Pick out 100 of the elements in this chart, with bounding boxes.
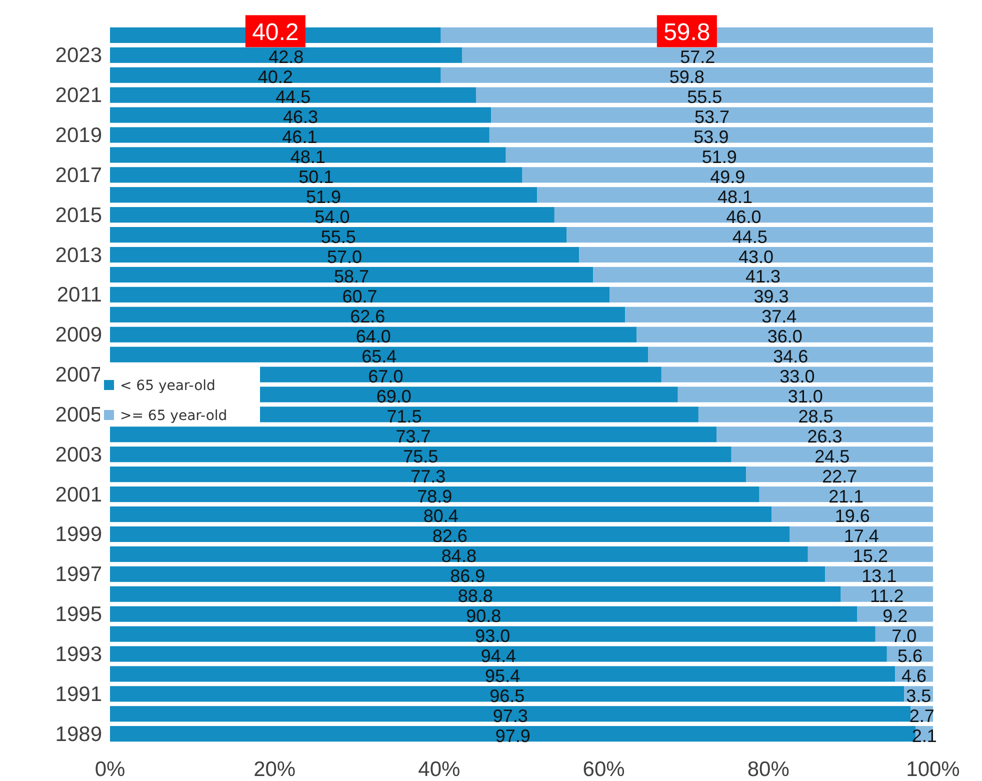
y-tick-label: 2021 — [55, 84, 102, 108]
bar — [110, 486, 760, 502]
legend-label: < 65 year-old — [120, 378, 216, 394]
data-label: 3.5 — [906, 686, 932, 706]
data-label: 96.5 — [490, 686, 525, 706]
y-tick-label: 2015 — [55, 204, 102, 227]
x-tick-label: 0% — [94, 758, 126, 781]
bar — [110, 426, 717, 442]
bar — [110, 626, 876, 642]
data-label: 33.0 — [780, 366, 815, 387]
bar — [110, 266, 594, 282]
data-label: 97.9 — [495, 726, 530, 746]
data-label: 44.5 — [732, 226, 768, 247]
bar — [110, 87, 476, 103]
bar — [875, 626, 933, 642]
legend-label: >= 65 year-old — [120, 408, 228, 424]
data-label: 39.3 — [754, 286, 789, 307]
bar — [476, 87, 933, 103]
data-label: 53.7 — [694, 107, 730, 128]
bar — [110, 526, 790, 542]
bar — [491, 107, 933, 123]
data-label: 94.4 — [480, 646, 516, 666]
data-label: 57.0 — [327, 246, 362, 267]
bar — [506, 147, 933, 163]
data-label: 9.2 — [882, 606, 908, 626]
data-label: 57.2 — [680, 47, 716, 68]
y-tick-label: 2007 — [55, 364, 102, 387]
bar — [698, 406, 933, 422]
data-label: 48.1 — [718, 186, 753, 207]
bar — [554, 207, 933, 223]
y-tick-label: 1989 — [55, 722, 102, 746]
data-label: 69.0 — [376, 386, 412, 406]
data-label: 36.0 — [767, 326, 802, 347]
data-label: 48.1 — [290, 146, 326, 167]
data-label: 46.1 — [282, 126, 318, 147]
data-label: 13.1 — [862, 566, 897, 586]
data-label: 51.9 — [702, 146, 737, 167]
bar — [790, 526, 933, 542]
bar — [678, 386, 933, 402]
bar — [110, 67, 441, 83]
data-label: 7.0 — [892, 626, 917, 646]
data-label: 34.6 — [773, 346, 808, 367]
y-tick-label: 2011 — [56, 284, 102, 307]
data-label: 55.5 — [687, 87, 722, 108]
y-tick-label: 1997 — [55, 563, 102, 586]
bar — [110, 207, 554, 223]
bar — [661, 366, 933, 382]
data-label: 64.0 — [356, 326, 391, 347]
bar — [110, 167, 522, 183]
data-label: 60.7 — [342, 286, 378, 307]
bar — [537, 187, 933, 203]
data-label: 77.3 — [410, 466, 446, 486]
data-label: 54.0 — [314, 206, 350, 227]
x-tick-label: 100% — [906, 758, 960, 781]
data-label: 51.9 — [306, 186, 342, 207]
bar — [808, 546, 933, 562]
bar — [636, 326, 933, 342]
data-label: 80.4 — [423, 506, 458, 526]
bar — [110, 586, 841, 602]
bar — [462, 47, 933, 63]
bar — [110, 147, 506, 163]
bar — [522, 167, 933, 183]
bar — [110, 127, 490, 143]
bar — [716, 426, 933, 442]
y-tick-label: 1995 — [55, 603, 102, 626]
x-tick-label: 80% — [747, 758, 790, 781]
bar — [825, 566, 933, 582]
data-label: 42.8 — [268, 47, 304, 68]
data-label: 46.0 — [726, 206, 762, 227]
y-tick-label: 2013 — [55, 244, 102, 267]
bar — [110, 346, 648, 362]
y-tick-label: 2009 — [55, 324, 102, 347]
data-label: 55.5 — [320, 226, 356, 247]
bar — [110, 187, 538, 203]
x-tick-label: 60% — [582, 758, 625, 781]
bar — [110, 306, 626, 322]
y-tick-label: 2019 — [55, 124, 102, 147]
bar — [110, 606, 858, 622]
bar — [840, 586, 933, 602]
y-tick-label: 2023 — [55, 44, 102, 68]
data-label: 82.6 — [432, 526, 468, 546]
bar — [440, 67, 933, 83]
data-label: 53.9 — [694, 126, 729, 147]
data-label: 88.8 — [458, 586, 493, 606]
y-tick-label: 1999 — [55, 523, 102, 546]
bar — [746, 466, 933, 482]
bar — [110, 446, 732, 462]
data-label: 40.2 — [258, 67, 293, 88]
data-label: 71.5 — [386, 406, 422, 426]
data-label: 21.1 — [828, 486, 864, 506]
data-label: 50.1 — [298, 166, 334, 187]
data-label: 17.4 — [844, 526, 879, 546]
data-label: 59.8 — [664, 19, 710, 46]
data-label: 43.0 — [738, 246, 774, 267]
data-label: 73.7 — [396, 426, 431, 446]
bar — [110, 47, 462, 63]
bar — [593, 266, 933, 282]
data-label: 75.5 — [403, 446, 438, 466]
bar — [489, 127, 933, 143]
data-label: 93.0 — [475, 626, 510, 646]
